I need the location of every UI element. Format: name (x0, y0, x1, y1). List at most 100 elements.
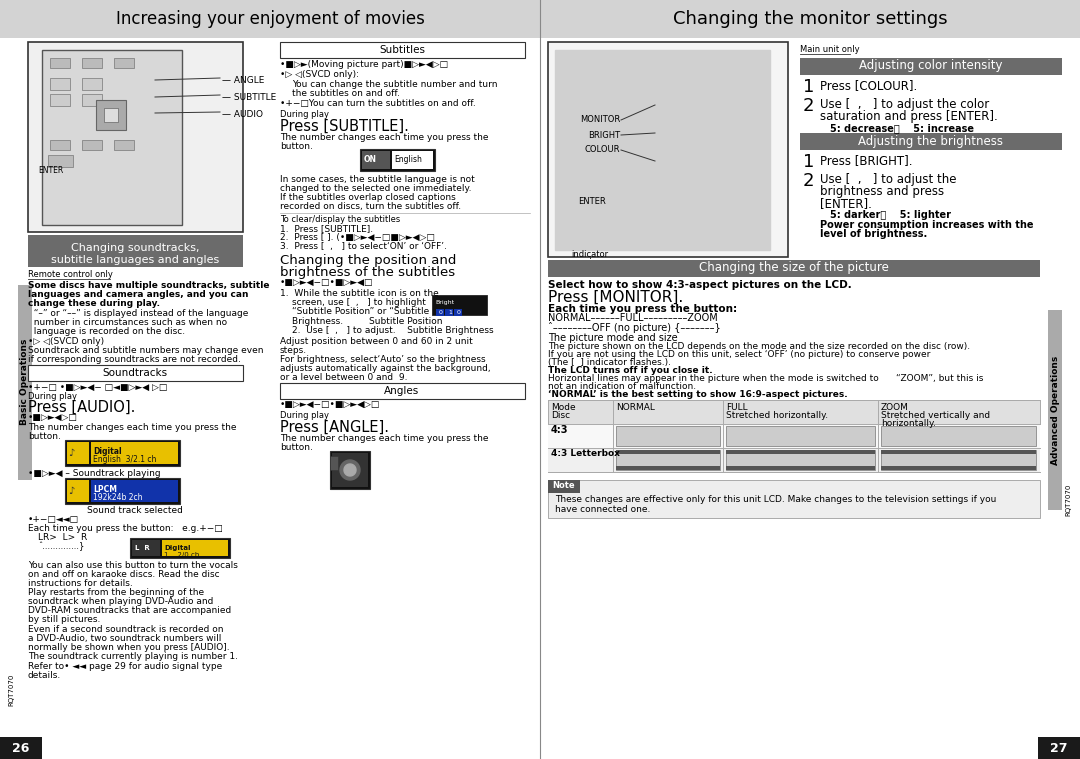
Text: Use [  ,   ] to adjust the color: Use [ , ] to adjust the color (820, 98, 989, 111)
Text: 1: 1 (448, 310, 451, 316)
Text: Each time you press the button:: Each time you press the button: (548, 304, 738, 314)
Bar (82, 140, 102, 150)
Text: Changing the size of the picture: Changing the size of the picture (699, 262, 889, 275)
Bar (48, 155, 73, 167)
Text: Press [BRIGHT].: Press [BRIGHT]. (820, 154, 913, 167)
Bar (91, 442, 178, 464)
Text: BRIGHT: BRIGHT (588, 131, 620, 140)
Text: Adjust position between 0 and 60 in 2 unit: Adjust position between 0 and 60 in 2 un… (280, 337, 473, 346)
Bar (0, 0, 540, 38)
Text: 5: darker〉    5: lighter: 5: darker〉 5: lighter (831, 210, 951, 220)
Text: English: English (394, 156, 422, 165)
Text: In some cases, the subtitle language is not: In some cases, the subtitle language is … (280, 175, 475, 184)
Text: Stretched horizontally.: Stretched horizontally. (726, 411, 828, 420)
Text: Digital: Digital (93, 447, 122, 456)
Bar (548, 260, 1040, 277)
Bar (392, 151, 433, 169)
Text: Basic Operations: Basic Operations (21, 339, 29, 425)
Text: Disc: Disc (551, 411, 570, 420)
Bar (548, 400, 1040, 424)
Text: •+−□You can turn the subtitles on and off.: •+−□You can turn the subtitles on and of… (280, 99, 476, 108)
Text: not an indication of malfunction.: not an indication of malfunction. (548, 382, 697, 391)
Bar (1048, 310, 1062, 510)
Text: Adjusting the brightness: Adjusting the brightness (859, 134, 1003, 147)
Text: The number changes each time you press the: The number changes each time you press t… (280, 434, 488, 443)
Bar (436, 309, 444, 316)
Bar (50, 78, 70, 90)
Bar (881, 426, 1036, 446)
Bar (67, 442, 89, 464)
Text: the subtitles on and off.: the subtitles on and off. (292, 89, 400, 98)
Text: Sound track selected: Sound track selected (87, 506, 183, 515)
Bar (726, 450, 875, 470)
Text: •■▷►◀−□•■▷►◀□: •■▷►◀−□•■▷►◀□ (280, 279, 374, 288)
Bar (690, 136, 698, 156)
Bar (432, 295, 487, 315)
Text: You can change the subtitle number and turn: You can change the subtitle number and t… (292, 80, 498, 89)
Bar (65, 440, 180, 466)
Text: 1    2/0 ch: 1 2/0 ch (164, 552, 200, 558)
Text: Some discs have multiple soundtracks, subtitle: Some discs have multiple soundtracks, su… (28, 281, 270, 290)
Text: •▷ ◁(SVCD only): •▷ ◁(SVCD only) (28, 337, 104, 346)
Text: 3.  Press [  ,   ] to select‘ON’ or ‘OFF’.: 3. Press [ , ] to select‘ON’ or ‘OFF’. (280, 242, 447, 251)
Bar (130, 538, 230, 558)
Text: •+−□◄◄□: •+−□◄◄□ (28, 515, 79, 524)
Text: subtitle languages and angles: subtitle languages and angles (51, 255, 219, 265)
Bar (28, 235, 243, 267)
Text: soundtrack when playing DVD-Audio and: soundtrack when playing DVD-Audio and (28, 597, 214, 606)
Text: ON: ON (364, 156, 377, 165)
Bar (690, 192, 698, 212)
Bar (881, 466, 1036, 470)
Text: [ENTER].: [ENTER]. (820, 197, 872, 210)
Text: 0: 0 (440, 310, 443, 316)
Text: The picture mode and size: The picture mode and size (548, 333, 677, 343)
Text: During play: During play (280, 110, 329, 119)
Text: These changes are effective only for this unit LCD. Make changes to the televisi: These changes are effective only for thi… (555, 495, 997, 504)
Text: Press [ANGLE].: Press [ANGLE]. (280, 420, 389, 435)
Text: MONITOR: MONITOR (580, 115, 620, 124)
Text: During play: During play (28, 392, 77, 401)
Text: Subtitles: Subtitles (379, 45, 426, 55)
Bar (65, 478, 180, 504)
Text: Power consumption increases with the: Power consumption increases with the (820, 220, 1034, 230)
Text: 1: 1 (804, 153, 814, 171)
Text: 1: 1 (804, 78, 814, 96)
Text: Play restarts from the beginning of the: Play restarts from the beginning of the (28, 588, 204, 597)
Bar (726, 426, 875, 446)
Text: For brightness, select‘Auto’ so the brightness: For brightness, select‘Auto’ so the brig… (280, 355, 486, 364)
Text: Main unit only: Main unit only (800, 45, 860, 54)
Text: 26: 26 (12, 742, 29, 754)
Text: Changing soundtracks,: Changing soundtracks, (71, 243, 199, 253)
Text: ˆ..............}: ˆ..............} (38, 542, 84, 551)
Text: Use [  ,   ] to adjust the: Use [ , ] to adjust the (820, 173, 957, 186)
Text: (The [  ] indicator flashes.).: (The [ ] indicator flashes.). (548, 358, 671, 367)
Text: 2: 2 (804, 97, 814, 115)
Text: adjusts automatically against the background,: adjusts automatically against the backgr… (280, 364, 490, 373)
Text: To clear/display the subtitles: To clear/display the subtitles (280, 215, 401, 224)
Text: Horizontal lines may appear in the picture when the mode is switched to      “ZO: Horizontal lines may appear in the pictu… (548, 374, 984, 383)
Text: RQT7070: RQT7070 (1065, 483, 1071, 516)
Bar (67, 480, 89, 502)
Text: “Subtitle Position” or “Subtitle: “Subtitle Position” or “Subtitle (292, 307, 429, 316)
Bar (360, 149, 435, 171)
Text: 1.  Press [SUBTITLE].: 1. Press [SUBTITLE]. (280, 224, 373, 233)
Text: Press [AUDIO].: Press [AUDIO]. (28, 400, 135, 415)
Bar (616, 466, 720, 470)
Text: have connected one.: have connected one. (555, 505, 650, 514)
Bar (362, 151, 390, 169)
Bar (548, 424, 1040, 448)
Text: language is recorded on the disc.: language is recorded on the disc. (28, 327, 185, 336)
Text: •▷ ◁(SVCD only):: •▷ ◁(SVCD only): (280, 70, 359, 79)
Text: RQT7070: RQT7070 (8, 674, 14, 706)
Bar (50, 94, 70, 106)
Text: Changing the monitor settings: Changing the monitor settings (673, 10, 947, 28)
Text: — SUBTITLE: — SUBTITLE (222, 93, 276, 102)
Bar (114, 58, 134, 68)
Text: ˆ––––––––OFF (no picture) {–––––––}: ˆ––––––––OFF (no picture) {–––––––} (548, 322, 720, 333)
Text: 0: 0 (457, 310, 461, 316)
Polygon shape (345, 464, 356, 476)
Text: ♪: ♪ (68, 448, 75, 458)
Text: Select how to show 4:3-aspect pictures on the LCD.: Select how to show 4:3-aspect pictures o… (548, 280, 852, 290)
Bar (548, 42, 788, 257)
Bar (330, 451, 370, 489)
